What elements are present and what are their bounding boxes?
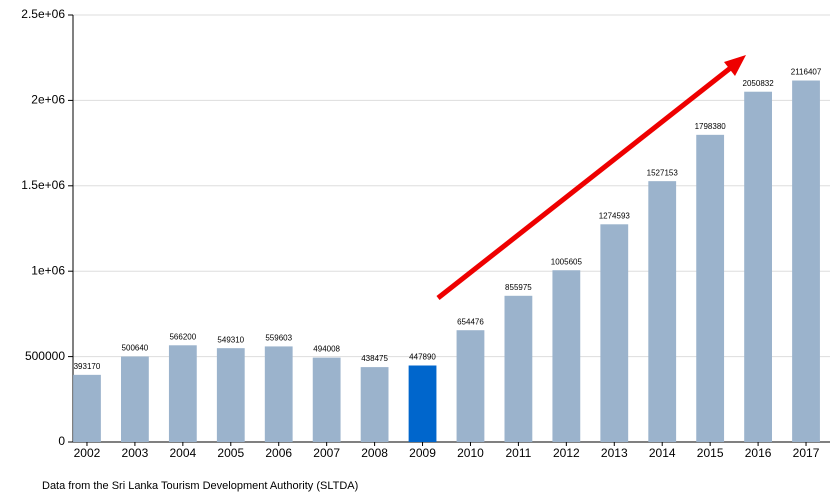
- y-tick-label: 2.5e+06: [21, 7, 65, 21]
- x-tick-label: 2004: [169, 446, 196, 460]
- x-tick-label: 2013: [601, 446, 628, 460]
- bar: [73, 374, 101, 442]
- value-label: 1527153: [647, 168, 679, 177]
- value-label: 855975: [505, 283, 532, 292]
- x-tick-label: 2005: [217, 446, 244, 460]
- y-tick-label: 2e+06: [31, 93, 65, 107]
- value-label: 2050832: [743, 79, 775, 88]
- x-tick-label: 2012: [553, 446, 580, 460]
- caption: Data from the Sri Lanka Tourism Developm…: [42, 480, 358, 492]
- value-label: 1274593: [599, 211, 631, 220]
- y-tick-label: 1e+06: [31, 263, 65, 277]
- value-label: 1798380: [695, 122, 727, 131]
- x-tick-label: 2008: [361, 446, 388, 460]
- x-tick-label: 2006: [265, 446, 292, 460]
- value-label: 559603: [265, 334, 292, 343]
- y-tick-label: 500000: [25, 349, 65, 363]
- bar: [552, 270, 581, 442]
- x-tick-label: 2011: [506, 446, 532, 460]
- bar: [360, 367, 389, 442]
- x-tick-label: 2017: [793, 446, 820, 460]
- value-label: 500640: [122, 344, 149, 353]
- y-tick-label: 0: [58, 434, 65, 448]
- x-tick-label: 2003: [122, 446, 149, 460]
- value-label: 494008: [313, 345, 340, 354]
- arrow-head: [724, 55, 746, 76]
- x-tick-label: 2010: [457, 446, 484, 460]
- bar: [744, 91, 772, 442]
- x-tick-label: 2007: [313, 446, 340, 460]
- x-tick-label: 2016: [745, 446, 772, 460]
- bar: [600, 224, 629, 442]
- bar: [648, 181, 677, 442]
- value-label: 438475: [361, 354, 388, 363]
- bar: [408, 365, 437, 442]
- value-label: 447890: [409, 353, 436, 362]
- bar: [456, 330, 485, 442]
- value-label: 566200: [169, 332, 196, 341]
- bar: [504, 295, 533, 442]
- value-label: 1005605: [551, 257, 583, 266]
- bar: [312, 357, 341, 442]
- y-tick-label: 1.5e+06: [21, 178, 65, 192]
- bar: [696, 134, 725, 442]
- trend-arrow: [436, 64, 735, 300]
- x-tick-label: 2015: [697, 446, 724, 460]
- x-tick-label: 2002: [74, 446, 101, 460]
- value-label: 654476: [457, 317, 484, 326]
- value-label: 2116407: [791, 68, 822, 77]
- value-label: 393170: [74, 362, 101, 371]
- x-tick-label: 2014: [649, 446, 676, 460]
- bar: [121, 356, 149, 442]
- bar: [792, 80, 820, 442]
- bar: [168, 345, 197, 442]
- value-label: 549310: [217, 335, 244, 344]
- bar: [216, 348, 245, 442]
- bar: [264, 346, 293, 442]
- x-tick-label: 2009: [409, 446, 436, 460]
